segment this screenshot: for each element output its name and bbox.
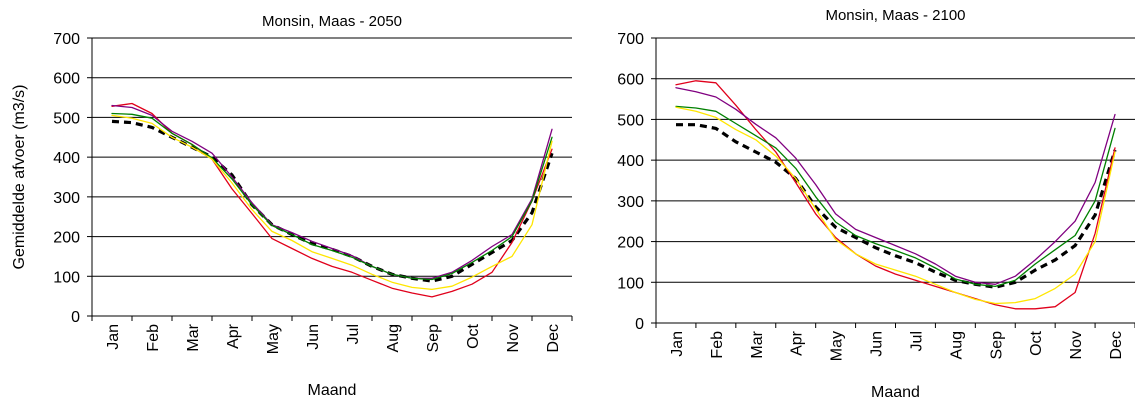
x-axis-label: Maand bbox=[308, 382, 357, 399]
series-line-2 bbox=[675, 87, 1116, 285]
chart-title: Monsin, Maas - 2100 bbox=[825, 7, 965, 24]
y-tick-label: 100 bbox=[617, 275, 644, 292]
chart-title: Monsin, Maas - 2050 bbox=[262, 13, 402, 30]
x-tick-label: Dec bbox=[545, 324, 562, 352]
series-line-1 bbox=[111, 102, 553, 298]
x-tick-label: Apr bbox=[789, 330, 806, 356]
series-line-3 bbox=[675, 105, 1116, 288]
y-tick-label: 400 bbox=[617, 153, 644, 170]
x-tick-label: Nov bbox=[505, 324, 522, 352]
y-tick-label: 0 bbox=[71, 309, 80, 326]
x-tick-label: Sep bbox=[425, 324, 442, 353]
x-tick-label: Mar bbox=[749, 330, 766, 358]
x-tick-label: Oct bbox=[465, 323, 482, 348]
x-tick-label: Dec bbox=[1108, 331, 1125, 359]
y-tick-label: 500 bbox=[617, 112, 644, 129]
x-axis-label: Maand bbox=[871, 384, 920, 401]
y-tick-label: 300 bbox=[617, 194, 644, 211]
y-tick-label: 400 bbox=[53, 150, 80, 167]
x-tick-label: Feb bbox=[709, 331, 726, 359]
x-tick-label: Feb bbox=[145, 324, 162, 352]
series-line-2 bbox=[111, 104, 553, 279]
y-tick-label: 700 bbox=[53, 31, 80, 48]
y-tick-label: 300 bbox=[53, 190, 80, 207]
x-tick-label: Aug bbox=[385, 324, 402, 352]
y-tick-label: 600 bbox=[53, 71, 80, 88]
y-axis-label: Gemiddelde afvoer (m3/s) bbox=[11, 85, 28, 270]
series-line-0 bbox=[676, 123, 1117, 289]
x-tick-label: May bbox=[829, 331, 846, 361]
chart-monsin-2050: Monsin, Maas - 2050 0 100 200 300 400 500 600 70… bbox=[11, 13, 573, 399]
x-tick-label: Jul bbox=[908, 331, 925, 351]
y-tick-label: 700 bbox=[617, 31, 644, 48]
x-tick-label: Jan bbox=[105, 324, 122, 350]
x-tick-label: Jun bbox=[869, 331, 886, 357]
x-tick-label: Jul bbox=[345, 324, 362, 344]
y-tick-label: 500 bbox=[53, 110, 80, 127]
series-line-1 bbox=[675, 80, 1116, 310]
x-tick-label: Jan bbox=[669, 331, 686, 357]
x-tick-label: Sep bbox=[988, 331, 1005, 360]
x-tick-label: Oct bbox=[1028, 330, 1045, 355]
y-tick-label: 200 bbox=[617, 235, 644, 252]
x-tick-label: Nov bbox=[1068, 331, 1085, 359]
y-tick-label: 100 bbox=[53, 269, 80, 286]
chart-monsin-2100: Monsin, Maas - 2100 0 100 200 300 400 500 600 70… bbox=[617, 7, 1135, 401]
x-tick-label: Jun bbox=[305, 324, 322, 350]
y-tick-label: 200 bbox=[53, 230, 80, 247]
x-tick-label: Aug bbox=[948, 331, 965, 359]
series-line-4 bbox=[111, 114, 553, 291]
x-tick-label: Mar bbox=[185, 323, 202, 351]
y-tick-label: 0 bbox=[635, 316, 644, 333]
series-line-0 bbox=[111, 119, 554, 283]
x-tick-label: Apr bbox=[225, 323, 242, 349]
series-line-4 bbox=[675, 106, 1116, 305]
y-tick-label: 600 bbox=[617, 72, 644, 89]
x-tick-label: May bbox=[265, 324, 282, 354]
series-line-3 bbox=[111, 112, 553, 281]
